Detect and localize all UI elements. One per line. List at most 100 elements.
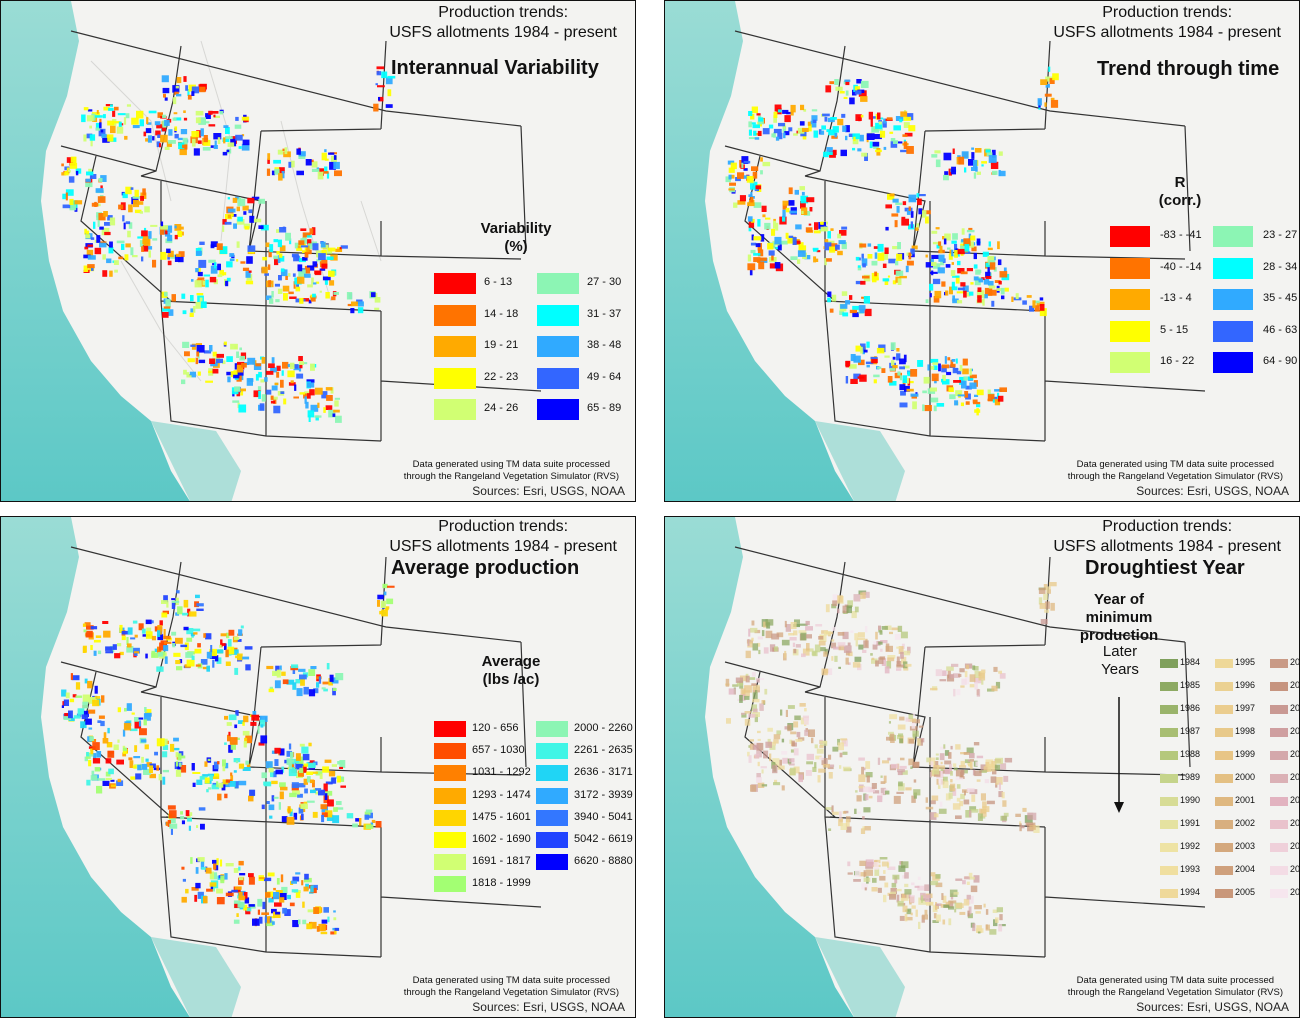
panel-title: Production trends: USFS allotments 1984 … (1053, 517, 1281, 557)
legend-swatch (434, 743, 466, 760)
title-line-1: Production trends: (438, 518, 569, 535)
legend-swatch (1160, 820, 1178, 829)
legend-label: 1993 (1180, 864, 1201, 874)
title-line-1: Production trends: (1102, 518, 1233, 535)
legend-label: 3172 - 3939 (574, 788, 633, 801)
data-credit: Data generated using TM data suite proce… (404, 975, 619, 999)
legend-swatch (1213, 320, 1253, 342)
map-title: Average production (391, 557, 580, 579)
legend-label: 24 - 26 (484, 402, 519, 414)
legend-label: 1998 (1235, 726, 1256, 736)
credit-line-2: through the Rangeland Vegetation Simulat… (403, 987, 619, 998)
legend-label: 2017 (1290, 887, 1300, 897)
legend-swatch (1270, 751, 1288, 760)
legend-label: 2005 (1235, 887, 1256, 897)
legend-title: Year of minimum production (1069, 591, 1169, 645)
ocean (665, 1, 854, 501)
legend-label: 1999 (1235, 749, 1256, 759)
legend-swatch (1213, 352, 1253, 373)
legend-swatch (1215, 866, 1233, 875)
credit-line-1: Data generated using TM data suite proce… (412, 459, 611, 470)
legend-swatch (1160, 705, 1178, 714)
legend-title-line-2: (lbs /ac) (482, 671, 540, 688)
legend-swatch (434, 273, 476, 294)
legend-label: 49 - 64 (587, 370, 622, 383)
variability-map-panel: Production trends: USFS allotments 1984 … (0, 0, 636, 502)
legend-label: 28 - 34 (1263, 260, 1298, 273)
legend-label: -83 - -41 (1160, 229, 1202, 241)
legend-label: 2014 (1290, 818, 1300, 828)
legend-swatch (536, 854, 568, 871)
sources-text: Sources: Esri, USGS, NOAA (1136, 1000, 1289, 1014)
allotment-patches (61, 583, 395, 935)
legend-label: 6 - 13 (484, 276, 513, 288)
legend-label: -13 - 4 (1160, 292, 1192, 304)
panel-title: Production trends: USFS allotments 1984 … (389, 3, 617, 43)
legend-swatch (1160, 774, 1178, 783)
credit-line-2: through the Rangeland Vegetation Simulat… (403, 471, 619, 482)
legend-label: 2007 (1290, 680, 1300, 690)
legend-label: 2001 (1235, 795, 1256, 805)
legend-swatch (1160, 751, 1178, 760)
legend-swatch (1215, 774, 1233, 783)
legend-swatch (1213, 289, 1253, 310)
legend-swatch (1110, 289, 1150, 310)
legend-label: 1989 (1180, 772, 1201, 782)
legend-label: 5 - 15 (1160, 323, 1189, 336)
legend-title-line-1: Variability (480, 220, 552, 237)
legend-label: 2015 (1290, 841, 1300, 851)
legend-swatch (1215, 843, 1233, 852)
legend-swatch (536, 765, 568, 782)
legend-swatch (1213, 257, 1253, 279)
legend-label: 2006 (1290, 657, 1300, 667)
legend-title-line-2: (corr.) (1158, 192, 1202, 209)
legend-swatch (1110, 257, 1150, 279)
legend-swatch (536, 721, 568, 737)
allotment-patches (61, 66, 396, 423)
drought-map-panel: Production trends: USFS allotments 1984 … (664, 516, 1300, 1018)
legend-swatch (434, 304, 476, 326)
legend-swatch (434, 832, 466, 848)
credit-line-1: Data generated using TM data suite proce… (1076, 459, 1275, 470)
legend-label: 64 - 90 (1263, 355, 1298, 367)
legend-title-line-2: minimum (1085, 609, 1153, 626)
legend-swatch (1110, 226, 1150, 247)
allotment-patches (725, 582, 1057, 935)
legend-swatch (1160, 843, 1178, 852)
title-line-2: USFS allotments 1984 - present (389, 24, 617, 41)
panel-title: Production trends: USFS allotments 1984 … (1053, 3, 1281, 43)
legend-label: 65 - 89 (587, 402, 622, 414)
legend-swatch (1270, 843, 1288, 852)
legend-title-line-1: R (1174, 174, 1186, 191)
credit-line-1: Data generated using TM data suite proce… (412, 975, 611, 986)
legend-swatch (1215, 797, 1233, 806)
legend-label: 1994 (1180, 887, 1201, 897)
legend-title-line-3: production (1079, 627, 1159, 644)
legend-title: R (corr.) (1135, 174, 1225, 210)
title-line-1: Production trends: (438, 4, 569, 21)
basemap (1, 517, 635, 1017)
legend-label: 2003 (1235, 841, 1256, 851)
legend-label: 2011 (1290, 772, 1300, 782)
title-line-2: USFS allotments 1984 - present (389, 538, 617, 555)
later-years-label: Later Years (1085, 643, 1155, 679)
legend-title-line-1: Year of (1093, 591, 1145, 608)
legend-swatch (434, 367, 476, 389)
legend-label: 1986 (1180, 703, 1201, 713)
legend-swatch (1215, 728, 1233, 737)
sources-text: Sources: Esri, USGS, NOAA (472, 1000, 625, 1014)
state-borders (724, 546, 1206, 958)
data-credit: Data generated using TM data suite proce… (1068, 459, 1283, 483)
legend-swatch (1110, 352, 1150, 373)
data-credit: Data generated using TM data suite proce… (1068, 975, 1283, 999)
legend-swatch (434, 336, 476, 357)
map-title: Interannual Variability (391, 57, 599, 79)
legend-label: 1990 (1180, 795, 1201, 805)
legend-label: 1984 (1180, 657, 1201, 667)
legend-label: 5042 - 6619 (574, 833, 633, 845)
title-line-2: USFS allotments 1984 - present (1053, 24, 1281, 41)
legend-title-line-1: Average (481, 653, 541, 670)
ocean (665, 517, 854, 1017)
legend-label: 2261 - 2635 (574, 744, 633, 757)
allotment-patches (725, 66, 1059, 416)
